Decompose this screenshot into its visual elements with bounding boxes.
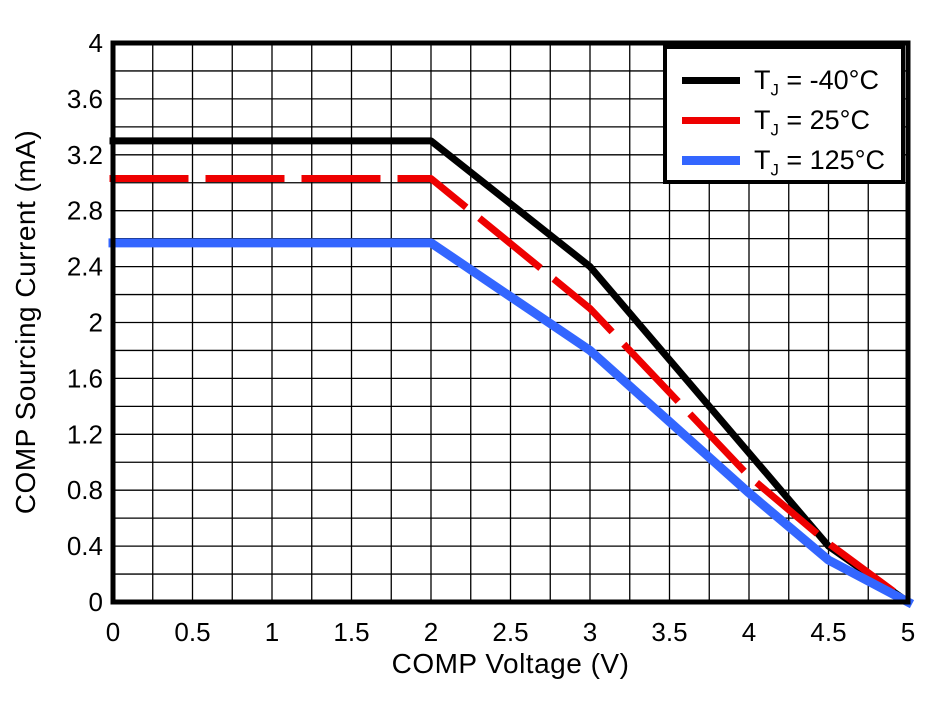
y-tick-label: 0.8 bbox=[67, 475, 103, 505]
x-tick-label: 0.5 bbox=[174, 617, 210, 647]
chart-legend: TJ = -40°C TJ = 25°C TJ = 125°C bbox=[663, 45, 905, 184]
x-tick-label: 4 bbox=[742, 617, 756, 647]
series-line-tj-25-c bbox=[109, 175, 913, 607]
x-tick-label: 4.5 bbox=[810, 617, 846, 647]
x-tick-label: 3.5 bbox=[651, 617, 687, 647]
y-tick-label: 0.4 bbox=[67, 531, 103, 561]
legend-line-swatch bbox=[682, 76, 740, 84]
x-tick-label: 3 bbox=[583, 617, 597, 647]
plot-frame bbox=[110, 40, 911, 605]
legend-label: TJ = 25°C bbox=[754, 104, 870, 139]
y-tick-label: 2.4 bbox=[67, 252, 103, 282]
y-axis-title: COMP Sourcing Current (mA) bbox=[10, 129, 41, 515]
series-line-tj-125-c bbox=[108, 238, 915, 609]
legend-label: TJ = -40°C bbox=[754, 64, 879, 99]
legend-label: TJ = 125°C bbox=[754, 144, 885, 179]
x-tick-label: 1 bbox=[265, 617, 279, 647]
legend-entry-tj-25c: TJ = 25°C bbox=[667, 100, 901, 140]
x-tick-label: 2.5 bbox=[492, 617, 528, 647]
y-tick-label: 3.2 bbox=[67, 140, 103, 170]
legend-line-swatch bbox=[682, 116, 740, 124]
y-tick-label: 0 bbox=[89, 587, 103, 617]
y-tick-label: 1.2 bbox=[67, 419, 103, 449]
y-tick-label: 1.6 bbox=[67, 363, 103, 393]
x-tick-label: 2 bbox=[424, 617, 438, 647]
legend-entry-tj-125c: TJ = 125°C bbox=[667, 140, 901, 180]
legend-line-swatch bbox=[682, 155, 740, 165]
x-tick-label: 1.5 bbox=[333, 617, 369, 647]
x-axis-title: COMP Voltage (V) bbox=[391, 648, 630, 679]
y-tick-label: 3.6 bbox=[67, 84, 103, 114]
y-tick-label: 2 bbox=[89, 308, 103, 338]
x-tick-label: 0 bbox=[106, 617, 120, 647]
y-tick-label: 4 bbox=[89, 28, 103, 58]
x-tick-label: 5 bbox=[901, 617, 915, 647]
y-tick-label: 2.8 bbox=[67, 196, 103, 226]
legend-entry-tj-minus40c: TJ = -40°C bbox=[667, 60, 901, 100]
